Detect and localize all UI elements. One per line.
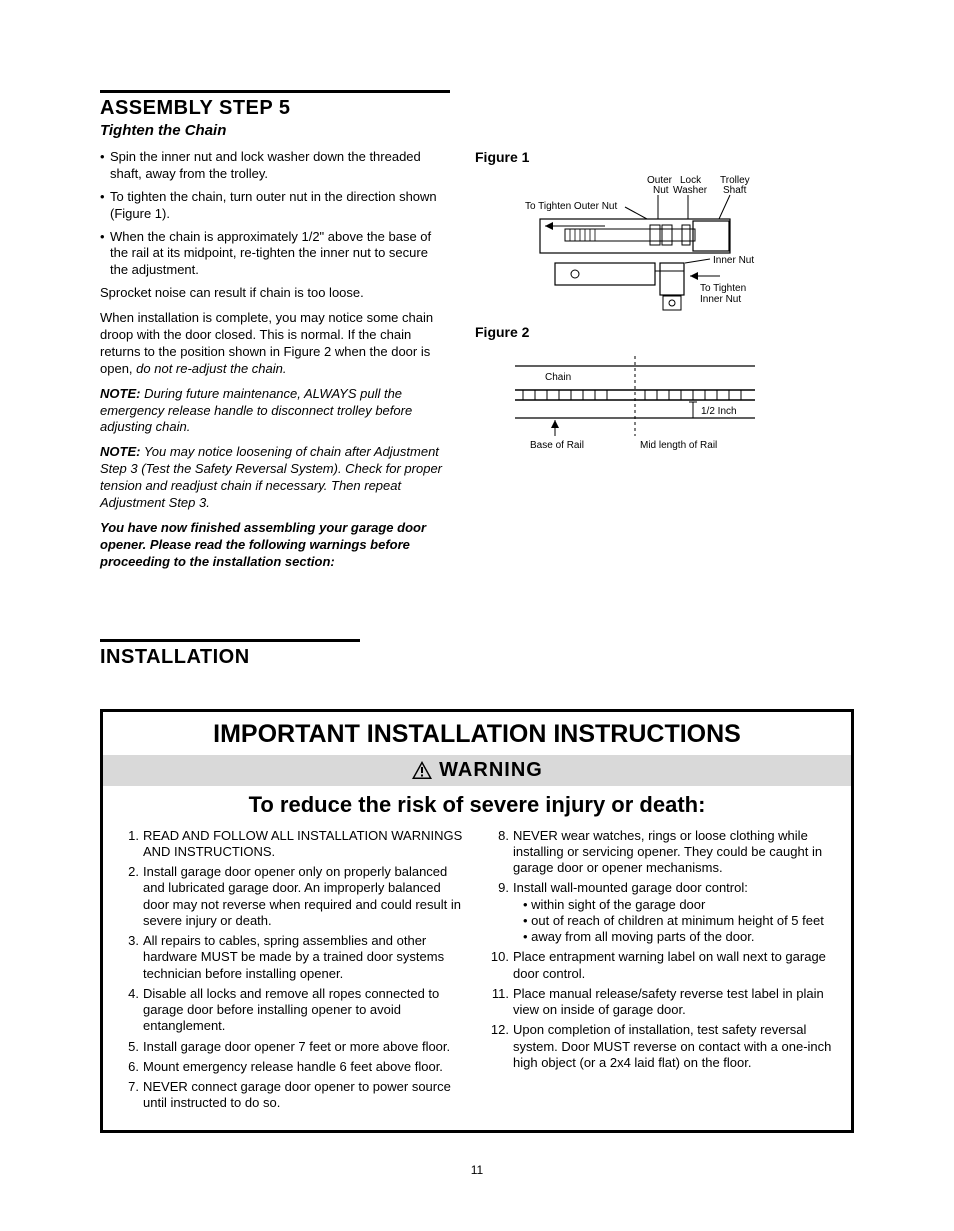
warning-item: 12.Upon completion of installation, test… xyxy=(487,1022,837,1071)
paragraph: When installation is complete, you may n… xyxy=(100,310,445,378)
fig1-tighten-inner-label2: Inner Nut xyxy=(700,294,741,305)
bullet-text: To tighten the chain, turn outer nut in … xyxy=(110,189,445,223)
warning-heading: IMPORTANT INSTALLATION INSTRUCTIONS xyxy=(103,720,851,749)
note-paragraph: NOTE: You may notice loosening of chain … xyxy=(100,444,445,512)
warning-item: 2.Install garage door opener only on pro… xyxy=(117,864,467,929)
warning-item-sublist: within sight of the garage doorout of re… xyxy=(513,897,837,946)
warning-right-column: 8.NEVER wear watches, rings or loose clo… xyxy=(487,828,837,1116)
figure-2-label: Figure 2 xyxy=(475,324,854,340)
warning-item-text: Upon completion of installation, test sa… xyxy=(513,1022,837,1071)
warning-item-text: Install garage door opener 7 feet or mor… xyxy=(143,1039,467,1055)
warning-item-number: 4. xyxy=(117,986,143,1035)
warning-item-number: 3. xyxy=(117,933,143,982)
warning-item-text: Install garage door opener only on prope… xyxy=(143,864,467,929)
fig2-half-inch-label: 1/2 Inch xyxy=(701,406,737,417)
step-title: ASSEMBLY STEP 5 xyxy=(100,97,854,120)
warning-subitem: out of reach of children at minimum heig… xyxy=(523,913,837,929)
installation-rule xyxy=(100,639,360,642)
warning-item-number: 10. xyxy=(487,949,513,982)
note-paragraph: NOTE: During future maintenance, ALWAYS … xyxy=(100,386,445,437)
bullet-text: Spin the inner nut and lock washer down … xyxy=(110,149,445,183)
warning-item: 1.READ AND FOLLOW ALL INSTALLATION WARNI… xyxy=(117,828,467,861)
warning-item-number: 11. xyxy=(487,986,513,1019)
warning-item-number: 6. xyxy=(117,1059,143,1075)
warning-item-text: Disable all locks and remove all ropes c… xyxy=(143,986,467,1035)
warning-item: 7.NEVER connect garage door opener to po… xyxy=(117,1079,467,1112)
warning-item-text: READ AND FOLLOW ALL INSTALLATION WARNING… xyxy=(143,828,467,861)
warning-item-number: 9. xyxy=(487,880,513,945)
step-subtitle: Tighten the Chain xyxy=(100,122,854,139)
warning-item-number: 2. xyxy=(117,864,143,929)
fig1-tighten-inner-label: To Tighten xyxy=(700,283,746,294)
warning-item-text: Mount emergency release handle 6 feet ab… xyxy=(143,1059,467,1075)
warning-item-text: Install wall-mounted garage door control… xyxy=(513,880,837,945)
warning-item-text: NEVER connect garage door opener to powe… xyxy=(143,1079,467,1112)
warning-item: 11.Place manual release/safety reverse t… xyxy=(487,986,837,1019)
bullet-item: • When the chain is approximately 1/2" a… xyxy=(100,229,445,280)
fig1-lock-washer-label2: Washer xyxy=(673,185,708,196)
warning-item-number: 8. xyxy=(487,828,513,877)
bullet-dot: • xyxy=(100,229,110,280)
bullet-text: When the chain is approximately 1/2" abo… xyxy=(110,229,445,280)
fig2-mid-length-label: Mid length of Rail xyxy=(640,440,717,451)
figure-1-label: Figure 1 xyxy=(475,149,854,165)
section-rule xyxy=(100,90,450,93)
warning-item: 6.Mount emergency release handle 6 feet … xyxy=(117,1059,467,1075)
bullet-item: • Spin the inner nut and lock washer dow… xyxy=(100,149,445,183)
warning-columns: 1.READ AND FOLLOW ALL INSTALLATION WARNI… xyxy=(103,828,851,1130)
warning-bar: WARNING xyxy=(103,755,851,786)
page-number: 11 xyxy=(100,1163,854,1177)
note-label: NOTE: xyxy=(100,386,140,401)
warning-item-number: 5. xyxy=(117,1039,143,1055)
warning-item-text: Place manual release/safety reverse test… xyxy=(513,986,837,1019)
left-text-column: • Spin the inner nut and lock washer dow… xyxy=(100,149,445,579)
note-text: During future maintenance, ALWAYS pull t… xyxy=(100,386,412,435)
figure-2-diagram: Chain xyxy=(475,346,795,469)
warning-item-number: 1. xyxy=(117,828,143,861)
fig1-tighten-outer-label: To Tighten Outer Nut xyxy=(525,201,617,212)
warning-subheading: To reduce the risk of severe injury or d… xyxy=(103,792,851,818)
warning-icon xyxy=(411,760,433,780)
warning-bar-label: WARNING xyxy=(439,759,543,782)
bullet-dot: • xyxy=(100,149,110,183)
bullet-dot: • xyxy=(100,189,110,223)
fig1-inner-nut-label: Inner Nut xyxy=(713,255,754,266)
warning-left-column: 1.READ AND FOLLOW ALL INSTALLATION WARNI… xyxy=(117,828,467,1116)
installation-title: INSTALLATION xyxy=(100,646,854,669)
right-figure-column: Figure 1 Outer Nut Lock Washer Trolley S… xyxy=(475,149,854,579)
warning-item: 8.NEVER wear watches, rings or loose clo… xyxy=(487,828,837,877)
italic-span: do not re-adjust the chain. xyxy=(136,361,286,376)
warning-item-text: NEVER wear watches, rings or loose cloth… xyxy=(513,828,837,877)
fig2-chain-label: Chain xyxy=(545,372,571,383)
warning-subitem: within sight of the garage door xyxy=(523,897,837,913)
warning-item-number: 7. xyxy=(117,1079,143,1112)
figure-1-diagram: Outer Nut Lock Washer Trolley Shaft To T… xyxy=(475,171,795,324)
page: ASSEMBLY STEP 5 Tighten the Chain • Spin… xyxy=(0,0,954,1217)
bullet-item: • To tighten the chain, turn outer nut i… xyxy=(100,189,445,223)
warning-item: 10.Place entrapment warning label on wal… xyxy=(487,949,837,982)
warning-item: 5.Install garage door opener 7 feet or m… xyxy=(117,1039,467,1055)
warning-item: 9.Install wall-mounted garage door contr… xyxy=(487,880,837,945)
fig2-base-of-rail-label: Base of Rail xyxy=(530,440,584,451)
warning-item: 4.Disable all locks and remove all ropes… xyxy=(117,986,467,1035)
finish-paragraph: You have now finished assembling your ga… xyxy=(100,520,445,571)
warning-subitem: away from all moving parts of the door. xyxy=(523,929,837,945)
warning-item-text: Place entrapment warning label on wall n… xyxy=(513,949,837,982)
warning-item-text: All repairs to cables, spring assemblies… xyxy=(143,933,467,982)
fig1-trolley-shaft-label2: Shaft xyxy=(723,185,747,196)
fig1-outer-nut-label2: Nut xyxy=(653,185,669,196)
note-text: You may notice loosening of chain after … xyxy=(100,444,442,510)
warning-box: IMPORTANT INSTALLATION INSTRUCTIONS WARN… xyxy=(100,709,854,1133)
warning-item: 3.All repairs to cables, spring assembli… xyxy=(117,933,467,982)
paragraph: Sprocket noise can result if chain is to… xyxy=(100,285,445,302)
two-column-layout: • Spin the inner nut and lock washer dow… xyxy=(100,149,854,579)
note-label: NOTE: xyxy=(100,444,140,459)
warning-item-number: 12. xyxy=(487,1022,513,1071)
